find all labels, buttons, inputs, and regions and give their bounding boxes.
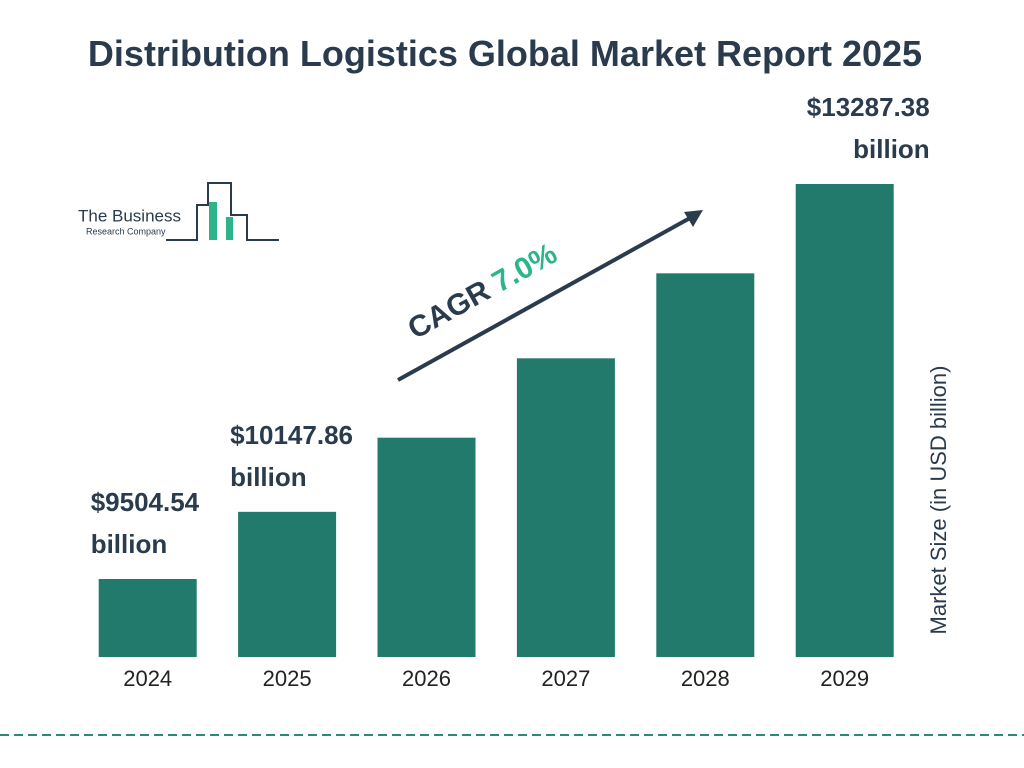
x-tick-label: 2024 [123,666,172,691]
bar [795,184,894,657]
cagr-arrow [397,216,691,382]
bar [377,437,476,657]
chart-title: Distribution Logistics Global Market Rep… [87,33,923,74]
logo-outline [166,182,279,241]
bar [656,273,755,657]
value-label: $9504.54 billion [90,487,200,559]
logo-name: The Business [78,206,181,225]
bar [98,579,197,657]
x-tick-label: 2027 [541,666,590,691]
cagr-group: CAGR 7.0% [402,237,562,346]
y-axis-label: Market Size (in USD billion) [926,366,951,635]
logo-tagline: Research Company [86,226,166,236]
value-label: $13287.38 billion [806,92,930,164]
logo: The Business Research Company [78,182,279,241]
x-tick-label: 2028 [681,666,730,691]
logo-bar [209,202,217,240]
bar [238,511,337,657]
x-tick-label: 2029 [820,666,869,691]
logo-bar [226,217,233,240]
x-tick-label: 2026 [402,666,451,691]
x-tick-label: 2025 [263,666,312,691]
value-label: $10147.86 billion [230,419,353,492]
cagr-value: 7.0% [487,237,563,299]
bar [516,358,615,657]
cagr-arrowhead [684,210,703,227]
